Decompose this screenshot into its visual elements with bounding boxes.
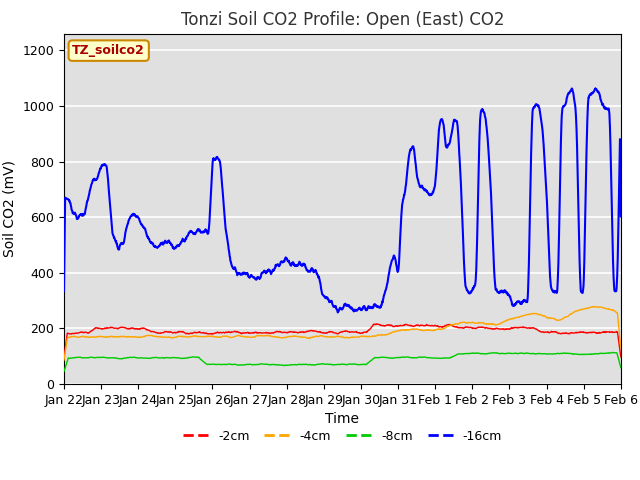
Y-axis label: Soil CO2 (mV): Soil CO2 (mV) (3, 160, 17, 257)
X-axis label: Time: Time (325, 412, 360, 426)
Text: TZ_soilco2: TZ_soilco2 (72, 44, 145, 57)
Legend: -2cm, -4cm, -8cm, -16cm: -2cm, -4cm, -8cm, -16cm (178, 425, 507, 448)
Title: Tonzi Soil CO2 Profile: Open (East) CO2: Tonzi Soil CO2 Profile: Open (East) CO2 (180, 11, 504, 29)
